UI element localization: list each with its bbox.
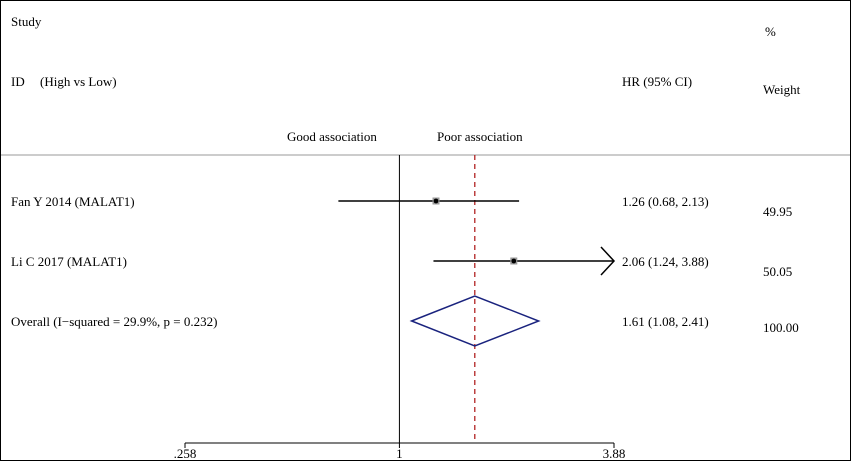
study-weight: 49.95	[763, 204, 792, 219]
study-label: Fan Y 2014 (MALAT1)	[11, 194, 135, 209]
overall-label: Overall (I−squared = 29.9%, p = 0.232)	[11, 314, 217, 329]
study-point	[433, 198, 439, 204]
x-tick-label: .258	[174, 446, 197, 461]
header-id: ID	[11, 74, 25, 89]
header-study: Study	[11, 14, 42, 29]
label-good-association: Good association	[287, 129, 377, 144]
study-hr-ci: 2.06 (1.24, 3.88)	[622, 254, 709, 269]
study-weight: 50.05	[763, 264, 792, 279]
study-hr-ci: 1.26 (0.68, 2.13)	[622, 194, 709, 209]
study-label: Li C 2017 (MALAT1)	[11, 254, 127, 269]
header-percent: %	[765, 24, 776, 39]
label-poor-association: Poor association	[437, 129, 523, 144]
overall-weight: 100.00	[763, 320, 799, 335]
overall-hr-ci: 1.61 (1.08, 2.41)	[622, 314, 709, 329]
x-tick-label: 1	[396, 446, 403, 461]
x-tick-label: 3.88	[603, 446, 626, 461]
header-hr-ci: HR (95% CI)	[622, 74, 692, 89]
study-ci-arrow	[600, 246, 616, 276]
header-comparison: (High vs Low)	[40, 74, 117, 89]
header-weight: Weight	[763, 82, 801, 97]
overall-diamond	[409, 295, 541, 347]
study-point	[511, 258, 517, 264]
